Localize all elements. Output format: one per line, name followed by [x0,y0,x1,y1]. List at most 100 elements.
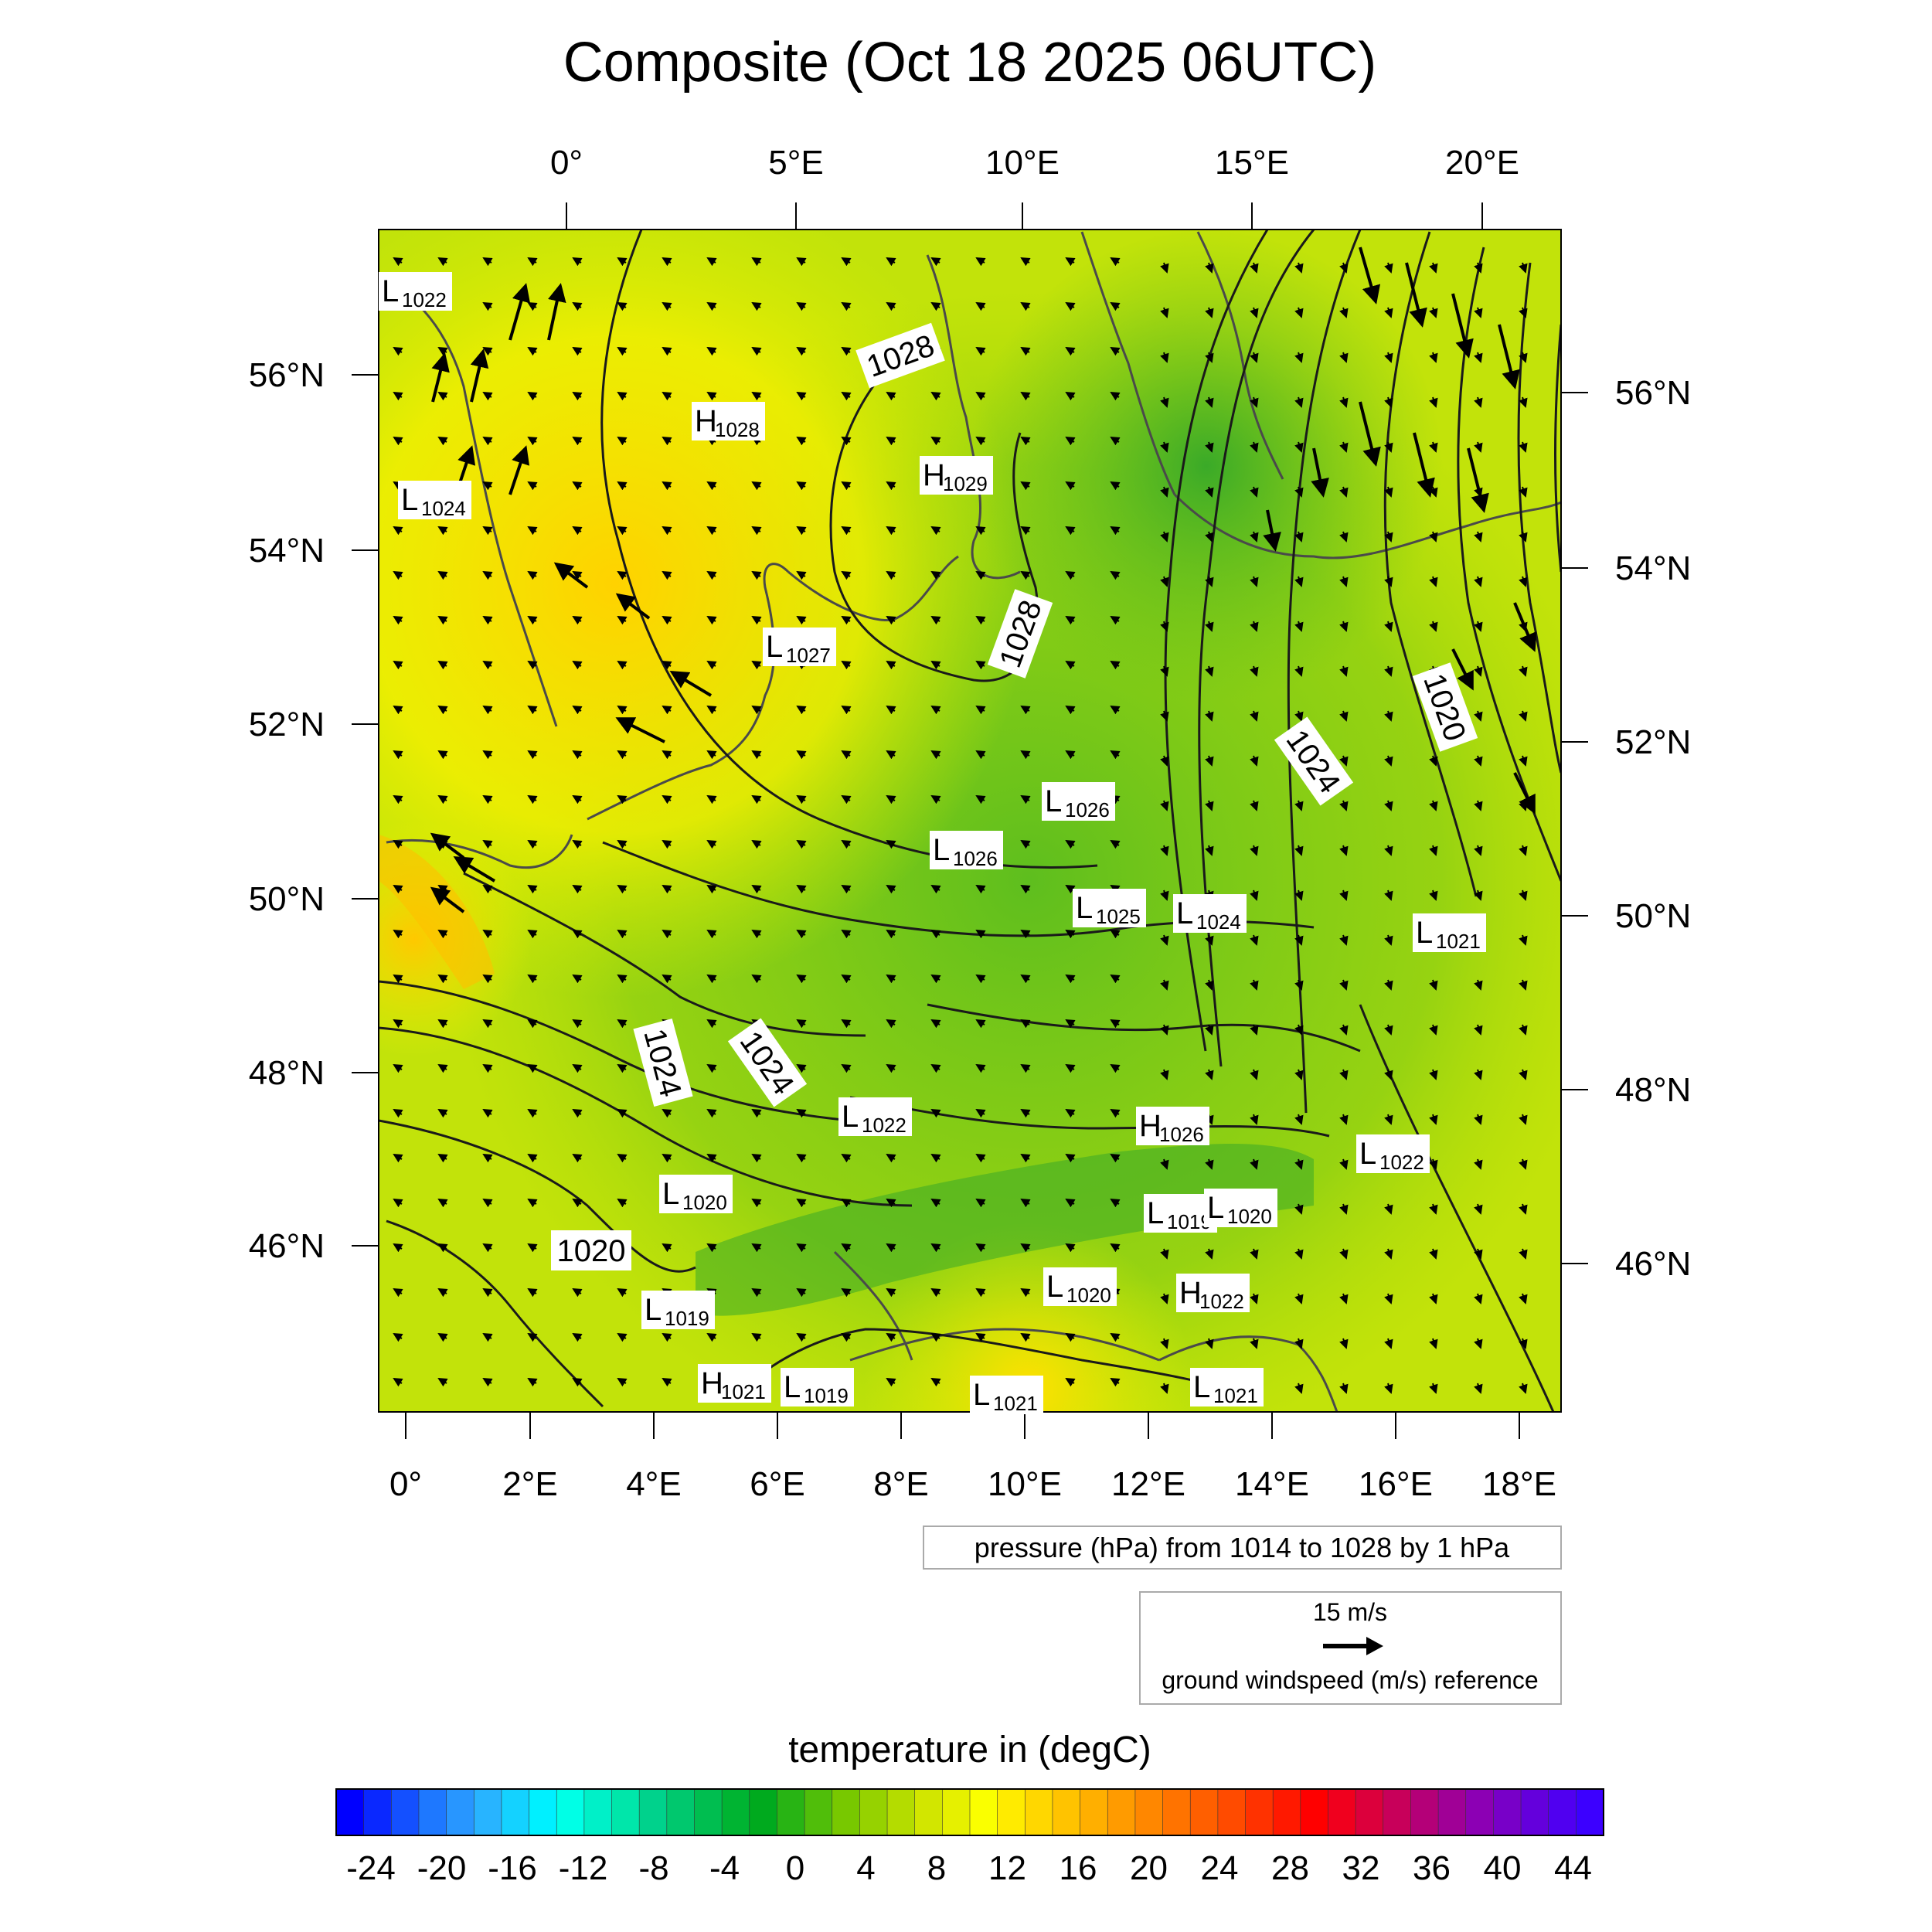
wind-vector [886,391,896,401]
wind-vector [841,660,852,670]
wind-vector [975,750,986,760]
wind-vector [1339,1158,1349,1170]
colorbar-swatch [1245,1788,1274,1836]
wind-vector [1294,1203,1304,1215]
wind-vector [1205,710,1214,722]
colorbar-frame [335,1788,1604,1836]
wind-vector [1020,1153,1031,1163]
colorbar-swatch [694,1788,723,1836]
colorbar-swatch [1520,1788,1549,1836]
bottom-lon-tick-label: 14°E [1235,1465,1309,1503]
wind-vector [930,1287,941,1298]
wind-vector [975,660,986,670]
wind-vector [841,974,852,984]
pressure-center-label: L 1026 [1042,782,1115,821]
colorbar-tick-label: -20 [417,1849,467,1887]
wind-vector [1384,1024,1393,1036]
wind-vector [1429,1114,1438,1125]
wind-vector [796,1243,807,1253]
wind-vector [527,750,538,760]
right-lat-tick-label: 48°N [1615,1071,1691,1109]
wind-vector [1160,307,1169,318]
wind-vector [1160,621,1169,632]
wind-vector [930,1198,941,1208]
wind-vector [841,929,852,939]
wind-vector [572,570,583,580]
wind-vector [1160,262,1169,274]
colorbar-swatch [942,1788,971,1836]
wind-vector [1474,1114,1483,1125]
wind-vector [1519,1024,1528,1036]
wind-vector [1250,710,1259,722]
wind-vector [1339,1114,1349,1125]
colorbar-tick-label: -8 [638,1849,668,1887]
wind-vector [1160,1069,1169,1080]
wind-vector [1110,481,1121,491]
wind-vector [1519,307,1528,318]
wind-vector [1205,1338,1214,1349]
wind-vector [1205,1069,1214,1080]
wind-vector [527,301,538,311]
wind-vector [841,705,852,715]
wind-vector [1474,1248,1483,1260]
wind-vector [1429,307,1438,318]
wind-vector [1065,1108,1076,1118]
wind-vector [617,436,628,446]
wind-vector [1339,889,1349,901]
wind-vector [437,526,448,536]
top-lon-ticks [566,202,1483,230]
wind-vector [1065,1332,1076,1342]
wind-vector [437,839,448,849]
colorbar-swatch [638,1788,668,1836]
wind-vector [572,481,583,491]
wind-reference-caption: ground windspeed (m/s) reference [1162,1666,1538,1694]
wind-vector [527,1108,538,1118]
wind-vector [930,750,941,760]
wind-vector [1519,845,1528,856]
wind-vector [482,570,493,580]
wind-vector [1020,526,1031,536]
wind-vector [930,1377,941,1387]
wind-vector [617,1019,628,1029]
wind-vector [1384,1293,1393,1304]
pressure-center-type: L [842,1100,859,1134]
pressure-center-type: L [1359,1137,1376,1171]
wind-vector [662,750,672,760]
wind-vector [527,1287,538,1298]
wind-vector [662,526,672,536]
wind-vector [1110,257,1121,267]
wind-vector [1384,710,1393,722]
wind-vector [437,1198,448,1208]
colorbar-swatch [1465,1788,1495,1836]
wind-vector [706,1019,717,1029]
wind-vector [1160,1024,1169,1036]
wind-vector [662,884,672,894]
colorbar-tick-label: 16 [1060,1849,1097,1887]
wind-vector [1205,800,1214,811]
colorbar-swatch [1272,1788,1301,1836]
bottom-lon-tick-label: 4°E [626,1465,681,1503]
wind-vector [796,1332,807,1342]
wind-vector [482,660,493,670]
wind-vector [841,1019,852,1029]
wind-vector [617,1377,628,1387]
colorbar-swatch [335,1788,365,1836]
wind-vector [437,257,448,267]
wind-vector [1519,665,1528,677]
wind-vector [1020,705,1031,715]
wind-vector [1205,396,1214,408]
wind-vector [751,884,762,894]
wind-vector [796,1198,807,1208]
wind-vector [1160,665,1169,677]
wind-vector [886,660,896,670]
wind-vector [796,257,807,267]
wind-vector [1429,1158,1438,1170]
wind-vector [482,750,493,760]
wind-vector [393,615,403,625]
wind-reference-arrowhead-icon [1366,1637,1383,1655]
pressure-center-type: L [1207,1191,1224,1225]
wind-vector [1429,576,1438,587]
wind-vector [527,346,538,356]
wind-vector [1519,1203,1528,1215]
wind-vector [1339,621,1349,632]
